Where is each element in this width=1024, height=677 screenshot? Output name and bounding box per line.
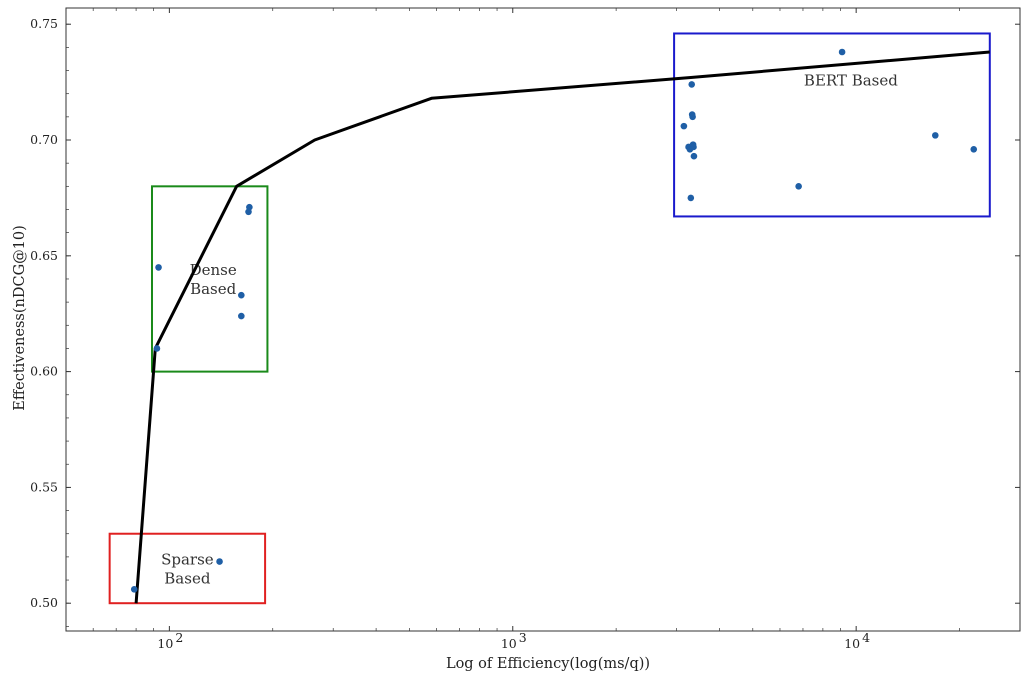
data-point (238, 291, 245, 299)
data-point (238, 312, 245, 320)
data-point (245, 208, 252, 216)
dense-region-label: Based (190, 280, 237, 298)
data-point (155, 264, 162, 271)
sparse-region-box (108, 532, 267, 605)
y-axis-label: Effectiveness(nDCG@10) (12, 225, 28, 411)
y-tick-label: 0.70 (30, 132, 58, 147)
y-tick-label: 0.65 (30, 248, 58, 263)
data-point (688, 81, 696, 88)
bert-region-label: BERT Based (804, 71, 898, 89)
data-point (153, 345, 161, 352)
data-point (690, 143, 697, 151)
x-tick-label: 10 (844, 636, 860, 651)
x-tick-exponent: 2 (175, 630, 183, 645)
data-point (689, 113, 696, 121)
bert-region-box (673, 32, 991, 218)
x-tick-exponent: 3 (519, 630, 527, 645)
y-tick-label: 0.50 (30, 595, 58, 610)
dense-region-label: Dense (190, 261, 237, 279)
data-point (838, 48, 846, 56)
data-point (687, 194, 695, 202)
data-point (680, 122, 688, 130)
data-points (130, 48, 978, 593)
plot-frame (65, 7, 1021, 632)
x-tick-exponent: 4 (862, 630, 870, 645)
y-tick-label: 0.75 (30, 16, 58, 31)
x-tick-label: 10 (501, 636, 517, 651)
data-point (690, 152, 698, 160)
dense-region-box (150, 185, 269, 373)
sparse-region-label: Based (164, 569, 211, 587)
data-point (216, 558, 223, 565)
frontier-line (134, 50, 990, 604)
data-point (931, 132, 939, 139)
x-axis-label: Log of Efficiency(log(ms/q)) (446, 656, 650, 672)
y-tick-label: 0.55 (30, 479, 58, 494)
data-point (795, 183, 802, 190)
y-tick-label: 0.60 (30, 364, 58, 379)
frontier-polyline (134, 50, 990, 604)
x-tick-label: 10 (157, 636, 173, 651)
sparse-region-label: Sparse (161, 550, 214, 568)
data-point (970, 145, 978, 153)
data-point (130, 586, 138, 593)
